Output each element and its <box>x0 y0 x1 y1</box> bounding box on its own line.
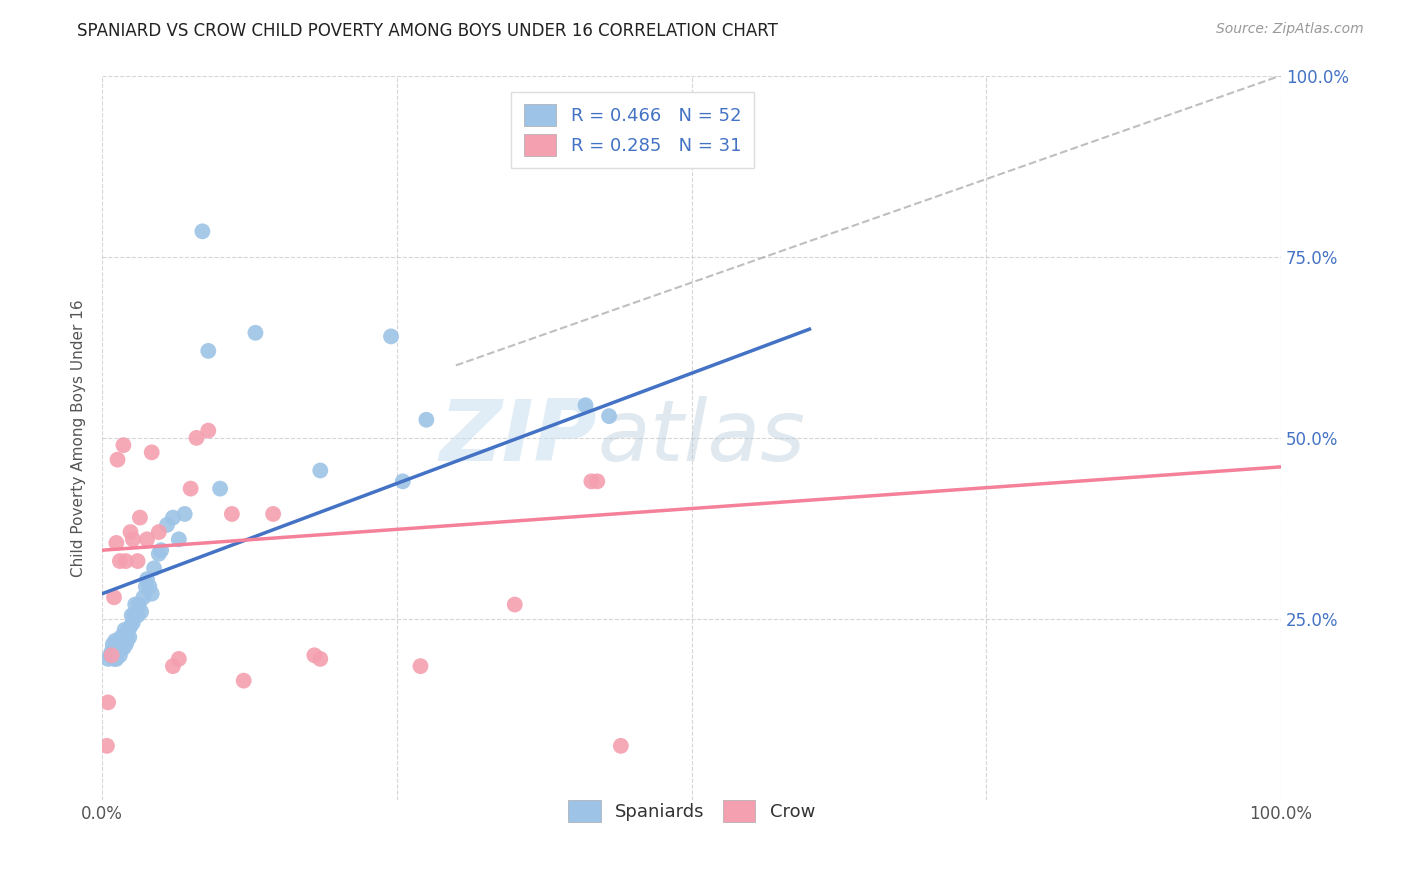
Point <box>100 645 122 659</box>
Point <box>136 533 159 547</box>
Point <box>105 536 128 550</box>
Point <box>391 475 413 489</box>
Point <box>114 554 136 568</box>
Point <box>156 517 179 532</box>
Point <box>136 572 159 586</box>
Point <box>586 475 609 489</box>
Point <box>108 554 131 568</box>
Point <box>127 608 149 623</box>
Point <box>127 554 149 568</box>
Point <box>304 648 326 663</box>
Point <box>110 630 132 644</box>
Point <box>103 652 125 666</box>
Point <box>138 579 160 593</box>
Point <box>581 475 603 489</box>
Point <box>124 598 146 612</box>
Point <box>150 543 173 558</box>
Point <box>114 623 136 637</box>
Point <box>309 463 332 477</box>
Point <box>173 507 195 521</box>
Point <box>100 648 122 663</box>
Point <box>598 409 620 424</box>
Point <box>114 630 136 644</box>
Point <box>197 424 219 438</box>
Point <box>103 645 125 659</box>
Point <box>100 648 122 663</box>
Point <box>180 482 202 496</box>
Point <box>162 659 184 673</box>
Point <box>415 413 437 427</box>
Point <box>197 343 219 358</box>
Point <box>309 652 332 666</box>
Point <box>108 648 131 663</box>
Point <box>186 431 208 445</box>
Point <box>148 547 170 561</box>
Point <box>141 587 163 601</box>
Point <box>112 640 135 655</box>
Point <box>162 510 184 524</box>
Point <box>105 652 128 666</box>
Point <box>101 637 124 651</box>
Point <box>143 561 166 575</box>
Point <box>103 591 125 605</box>
Point <box>191 224 214 238</box>
Point <box>115 633 138 648</box>
Point <box>209 482 232 496</box>
Y-axis label: Child Poverty Among Boys Under 16: Child Poverty Among Boys Under 16 <box>72 299 86 577</box>
Point <box>148 525 170 540</box>
Point <box>108 637 131 651</box>
Point <box>128 598 150 612</box>
Point <box>167 652 190 666</box>
Point <box>221 507 243 521</box>
Point <box>112 630 135 644</box>
Text: atlas: atlas <box>598 396 806 479</box>
Text: SPANIARD VS CROW CHILD POVERTY AMONG BOYS UNDER 16 CORRELATION CHART: SPANIARD VS CROW CHILD POVERTY AMONG BOY… <box>77 22 778 40</box>
Point <box>262 507 284 521</box>
Text: Source: ZipAtlas.com: Source: ZipAtlas.com <box>1216 22 1364 37</box>
Point <box>107 640 129 655</box>
Point <box>129 510 152 524</box>
Point <box>118 630 141 644</box>
Point <box>167 533 190 547</box>
Point <box>232 673 254 688</box>
Point <box>112 438 135 452</box>
Legend: Spaniards, Crow: Spaniards, Crow <box>555 788 828 835</box>
Point <box>141 445 163 459</box>
Point <box>97 695 120 709</box>
Point <box>96 739 118 753</box>
Point <box>129 605 152 619</box>
Text: ZIP: ZIP <box>440 396 598 479</box>
Point <box>503 598 526 612</box>
Point <box>574 398 596 412</box>
Point <box>121 615 143 630</box>
Point <box>117 623 139 637</box>
Point <box>380 329 402 343</box>
Point <box>132 591 155 605</box>
Point <box>122 608 145 623</box>
Point <box>245 326 267 340</box>
Point <box>107 637 129 651</box>
Point <box>120 619 142 633</box>
Point <box>409 659 432 673</box>
Point <box>114 637 136 651</box>
Point <box>610 739 633 753</box>
Point <box>135 579 157 593</box>
Point <box>121 533 143 547</box>
Point <box>107 452 129 467</box>
Point <box>104 633 127 648</box>
Point <box>97 652 120 666</box>
Point <box>111 633 134 648</box>
Point <box>120 525 142 540</box>
Point <box>121 608 143 623</box>
